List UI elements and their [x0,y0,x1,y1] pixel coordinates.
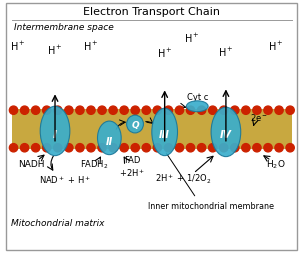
Text: FADH$_2$: FADH$_2$ [80,158,109,170]
Text: II: II [106,136,113,146]
Text: H$^+$: H$^+$ [83,39,98,52]
Circle shape [197,107,206,115]
Text: IV: IV [220,129,232,139]
Circle shape [164,144,172,152]
Bar [12,110,292,149]
Ellipse shape [186,101,208,112]
Circle shape [153,144,161,152]
Ellipse shape [152,109,178,156]
Circle shape [286,144,294,152]
Circle shape [186,144,195,152]
Circle shape [87,144,95,152]
Circle shape [208,144,217,152]
Circle shape [186,107,195,115]
Circle shape [98,144,106,152]
Circle shape [242,107,250,115]
Circle shape [54,107,62,115]
Text: NADH: NADH [18,160,45,168]
Circle shape [275,107,283,115]
Circle shape [286,107,294,115]
Text: FAD
+2H$^+$: FAD +2H$^+$ [119,155,145,178]
Circle shape [175,107,184,115]
Circle shape [275,144,283,152]
Circle shape [142,144,150,152]
Text: 2e$^-$: 2e$^-$ [250,111,268,122]
Text: Intermembrane space: Intermembrane space [14,23,113,31]
Circle shape [120,144,128,152]
Circle shape [253,107,261,115]
Ellipse shape [127,116,143,133]
Circle shape [131,107,140,115]
Text: H$^+$: H$^+$ [47,44,63,57]
Text: Q: Q [131,120,139,129]
Ellipse shape [211,108,241,157]
Circle shape [20,144,29,152]
Text: H$^+$: H$^+$ [10,39,25,52]
Text: NAD$^+$ + H$^+$: NAD$^+$ + H$^+$ [39,174,91,185]
Circle shape [120,107,128,115]
Circle shape [109,107,117,115]
Circle shape [98,107,106,115]
Circle shape [54,144,62,152]
Circle shape [175,144,184,152]
Circle shape [76,107,84,115]
Circle shape [142,107,150,115]
Circle shape [76,144,84,152]
Circle shape [20,107,29,115]
Circle shape [9,144,18,152]
Circle shape [220,144,228,152]
Circle shape [131,144,140,152]
Circle shape [87,107,95,115]
Circle shape [264,107,272,115]
Circle shape [65,107,73,115]
Circle shape [231,107,239,115]
Circle shape [32,144,40,152]
Text: Cyt c: Cyt c [187,92,208,101]
Circle shape [32,107,40,115]
Circle shape [109,144,117,152]
Ellipse shape [98,122,121,155]
Text: 2H$^+$ + 1/2O$_2$: 2H$^+$ + 1/2O$_2$ [155,172,212,185]
Circle shape [9,107,18,115]
Text: Electron Transport Chain: Electron Transport Chain [83,7,220,17]
Text: H$_2$O: H$_2$O [266,158,286,170]
Circle shape [43,144,51,152]
Circle shape [242,144,250,152]
Circle shape [65,144,73,152]
Text: I: I [53,129,57,139]
Circle shape [164,107,172,115]
Circle shape [253,144,261,152]
Text: Mitochondrial matrix: Mitochondrial matrix [11,218,105,227]
Text: H$^+$: H$^+$ [268,39,284,52]
Circle shape [208,107,217,115]
Ellipse shape [40,107,70,156]
Text: III: III [159,129,170,139]
Text: H$^+$: H$^+$ [218,46,234,59]
Circle shape [43,107,51,115]
FancyBboxPatch shape [6,4,297,250]
Circle shape [220,107,228,115]
Text: H$^+$: H$^+$ [157,47,172,60]
Text: H$^+$: H$^+$ [184,31,199,44]
Circle shape [197,144,206,152]
Circle shape [231,144,239,152]
Text: Inner mitochondrial membrane: Inner mitochondrial membrane [148,201,274,210]
Circle shape [264,144,272,152]
Circle shape [153,107,161,115]
